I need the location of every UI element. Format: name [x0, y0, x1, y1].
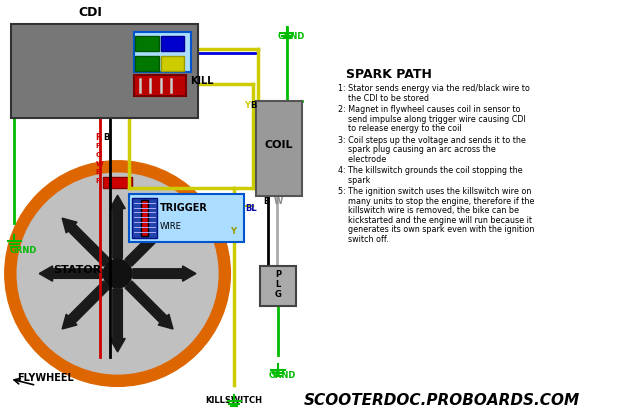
Polygon shape — [62, 281, 110, 329]
Text: killswitch wire is removed, the bike can be: killswitch wire is removed, the bike can… — [338, 206, 519, 215]
Polygon shape — [62, 218, 110, 266]
FancyBboxPatch shape — [161, 56, 184, 71]
Text: GRND: GRND — [278, 32, 304, 42]
Text: Y: Y — [244, 101, 249, 110]
FancyBboxPatch shape — [140, 200, 148, 236]
Text: G: G — [275, 290, 281, 298]
FancyBboxPatch shape — [134, 32, 191, 72]
Text: GRND: GRND — [269, 371, 296, 380]
Text: 5: The ignition switch uses the killswitch wire on: 5: The ignition switch uses the killswit… — [338, 187, 531, 196]
Text: B: B — [263, 197, 269, 206]
Text: Y: Y — [230, 227, 236, 237]
Circle shape — [4, 161, 230, 386]
Text: STATOR: STATOR — [54, 265, 101, 275]
Text: B: B — [103, 133, 110, 142]
Text: B: B — [251, 101, 257, 110]
FancyBboxPatch shape — [161, 36, 184, 51]
Text: 1: Stator sends energy via the red/black wire to: 1: Stator sends energy via the red/black… — [338, 84, 530, 93]
Text: P: P — [96, 143, 101, 149]
FancyBboxPatch shape — [260, 266, 296, 306]
Text: electrode: electrode — [338, 155, 387, 164]
Polygon shape — [110, 195, 125, 258]
Text: kickstarted and the engine will run because it: kickstarted and the engine will run beca… — [338, 216, 532, 225]
FancyBboxPatch shape — [134, 75, 186, 96]
Text: TRIGGER: TRIGGER — [160, 203, 207, 213]
Text: send impulse along trigger wire causing CDI: send impulse along trigger wire causing … — [338, 115, 526, 124]
Text: KILLSWITCH: KILLSWITCH — [205, 395, 262, 405]
Text: E: E — [96, 169, 100, 175]
FancyBboxPatch shape — [129, 194, 244, 242]
Text: many units to stop the engine, therefore if the: many units to stop the engine, therefore… — [338, 197, 535, 206]
Text: SCOOTERDOC.PROBOARDS.COM: SCOOTERDOC.PROBOARDS.COM — [304, 393, 580, 408]
Text: 2: Magnet in flywheel causes coil in sensor to: 2: Magnet in flywheel causes coil in sen… — [338, 105, 521, 114]
Text: P: P — [275, 271, 281, 279]
Text: spark: spark — [338, 176, 371, 185]
Text: FLYWHEEL: FLYWHEEL — [17, 373, 74, 383]
Circle shape — [103, 259, 132, 288]
Text: R: R — [96, 133, 102, 142]
Polygon shape — [125, 281, 173, 329]
Polygon shape — [133, 266, 196, 281]
Text: GRND: GRND — [10, 247, 37, 256]
FancyBboxPatch shape — [103, 177, 132, 188]
Text: spark plug causing an arc across the: spark plug causing an arc across the — [338, 145, 496, 154]
Text: switch off.: switch off. — [338, 235, 389, 244]
Text: 4: The killswitch grounds the coil stopping the: 4: The killswitch grounds the coil stopp… — [338, 166, 523, 175]
Text: generates its own spark even with the ignition: generates its own spark even with the ig… — [338, 225, 535, 234]
FancyBboxPatch shape — [135, 36, 159, 51]
Text: to release energy to the coil: to release energy to the coil — [338, 124, 462, 133]
Polygon shape — [125, 218, 173, 266]
Text: L: L — [276, 280, 281, 289]
FancyBboxPatch shape — [256, 100, 302, 196]
Text: the CDI to be stored: the CDI to be stored — [338, 93, 429, 103]
Polygon shape — [39, 266, 102, 281]
Text: 3: Coil steps up the voltage and sends it to the: 3: Coil steps up the voltage and sends i… — [338, 136, 526, 144]
Text: W: W — [274, 197, 283, 206]
Circle shape — [17, 173, 218, 374]
Text: SPARK PATH: SPARK PATH — [346, 68, 432, 81]
Text: W: W — [96, 161, 103, 166]
Text: WIRE: WIRE — [160, 222, 182, 231]
Text: BL: BL — [246, 205, 257, 213]
Polygon shape — [110, 289, 125, 352]
FancyBboxPatch shape — [135, 56, 159, 71]
Text: KILL: KILL — [190, 76, 214, 86]
FancyBboxPatch shape — [11, 24, 198, 118]
Text: COIL: COIL — [265, 141, 293, 151]
Text: CDI: CDI — [78, 6, 102, 20]
FancyBboxPatch shape — [132, 198, 157, 238]
Text: R: R — [96, 178, 101, 184]
Text: O: O — [96, 152, 101, 158]
